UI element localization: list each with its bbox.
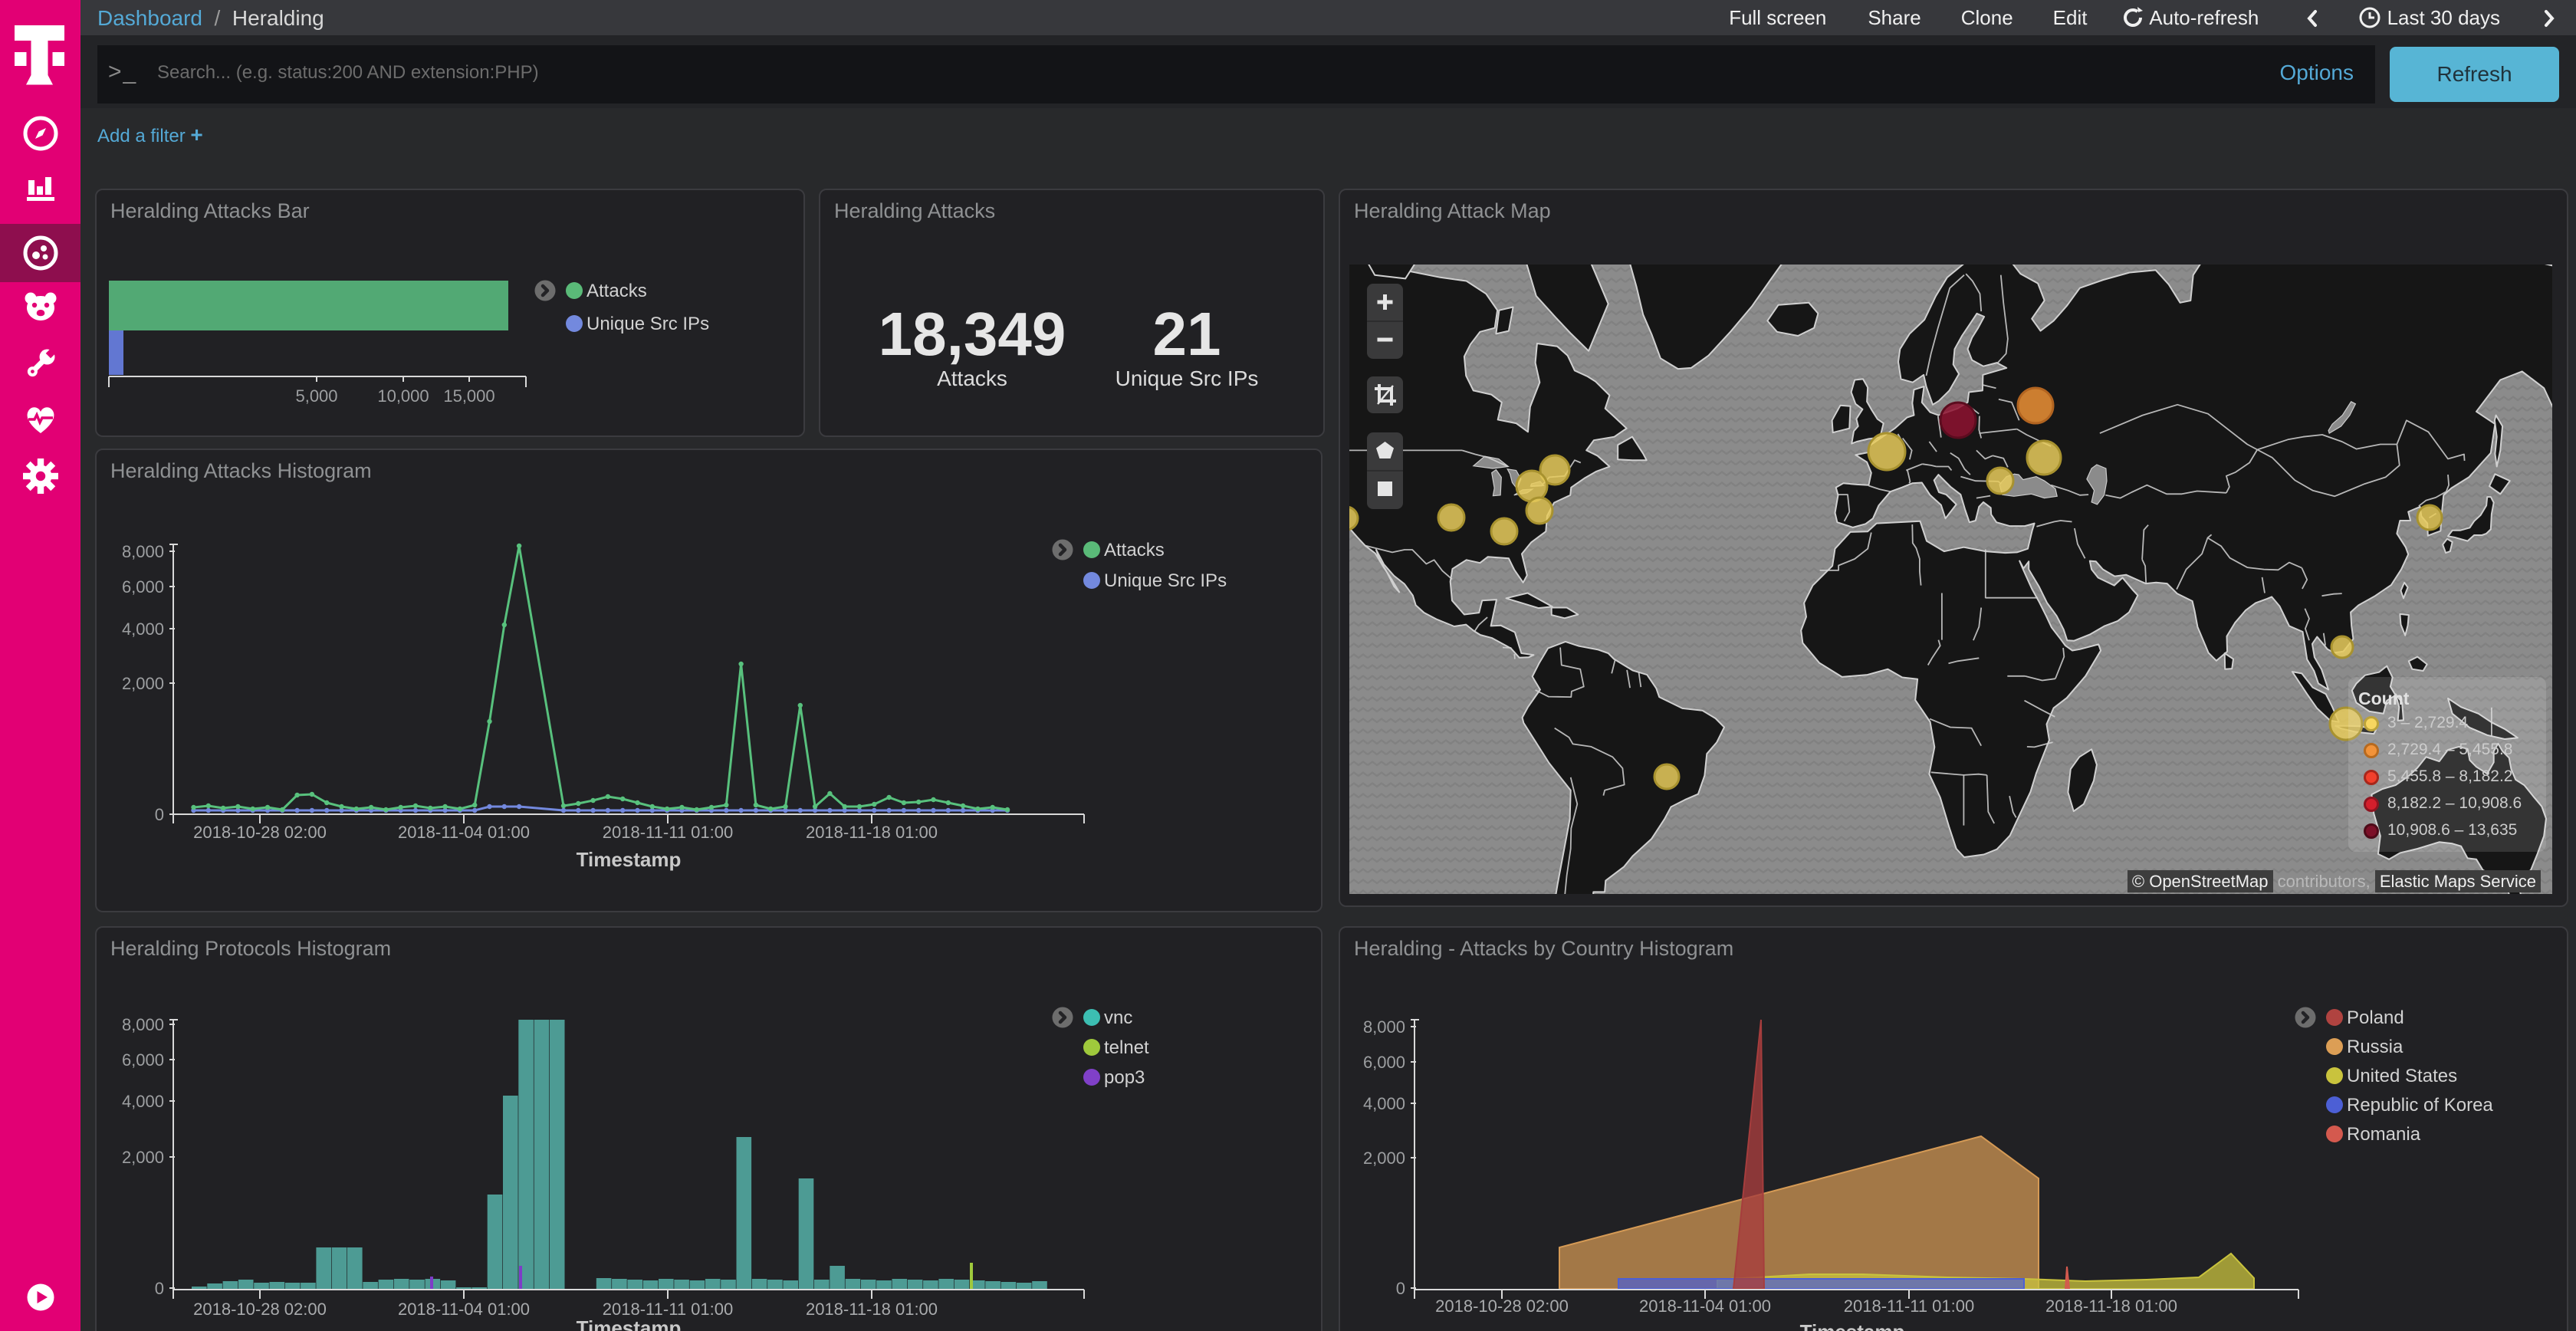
- svg-text:Attacks: Attacks: [586, 281, 647, 301]
- svg-text:2018-11-04 01:00: 2018-11-04 01:00: [398, 823, 530, 842]
- svg-text:Timestamp: Timestamp: [577, 848, 682, 871]
- svg-text:2018-11-18 01:00: 2018-11-18 01:00: [2045, 1296, 2177, 1316]
- svg-text:Timestamp: Timestamp: [1800, 1320, 1905, 1331]
- svg-text:6,000: 6,000: [1363, 1053, 1405, 1072]
- svg-text:2018-10-28 02:00: 2018-10-28 02:00: [193, 1300, 327, 1319]
- svg-text:4,000: 4,000: [1363, 1094, 1405, 1113]
- svg-text:Timestamp: Timestamp: [577, 1316, 682, 1331]
- svg-text:2018-11-11 01:00: 2018-11-11 01:00: [603, 1300, 733, 1319]
- svg-text:2018-11-18 01:00: 2018-11-18 01:00: [806, 1300, 938, 1319]
- svg-text:4,000: 4,000: [122, 1092, 164, 1111]
- svg-text:10,000: 10,000: [377, 386, 429, 406]
- svg-text:0: 0: [155, 1279, 164, 1298]
- svg-text:pop3: pop3: [1104, 1067, 1145, 1088]
- svg-text:4,000: 4,000: [122, 619, 164, 639]
- svg-text:United States: United States: [2347, 1066, 2457, 1086]
- svg-text:2018-11-18 01:00: 2018-11-18 01:00: [806, 823, 938, 842]
- svg-text:0: 0: [155, 805, 164, 824]
- svg-text:Attacks: Attacks: [1104, 540, 1165, 560]
- svg-text:15,000: 15,000: [443, 386, 495, 406]
- svg-text:2018-10-28 02:00: 2018-10-28 02:00: [193, 823, 327, 842]
- svg-text:5,000: 5,000: [295, 386, 337, 406]
- svg-text:vnc: vnc: [1104, 1007, 1132, 1028]
- svg-text:2018-11-11 01:00: 2018-11-11 01:00: [603, 823, 733, 842]
- svg-text:2,000: 2,000: [1363, 1149, 1405, 1168]
- svg-text:8,000: 8,000: [122, 1015, 164, 1034]
- svg-text:8,000: 8,000: [1363, 1017, 1405, 1037]
- svg-text:6,000: 6,000: [122, 577, 164, 596]
- svg-text:2018-10-28 02:00: 2018-10-28 02:00: [1435, 1296, 1569, 1316]
- svg-text:2018-11-04 01:00: 2018-11-04 01:00: [1639, 1296, 1771, 1316]
- svg-text:2018-11-04 01:00: 2018-11-04 01:00: [398, 1300, 530, 1319]
- svg-text:Unique Src IPs: Unique Src IPs: [1104, 570, 1227, 591]
- svg-text:2,000: 2,000: [122, 1148, 164, 1167]
- svg-text:0: 0: [1396, 1279, 1405, 1298]
- svg-text:2018-11-11 01:00: 2018-11-11 01:00: [1844, 1296, 1974, 1316]
- svg-text:Poland: Poland: [2347, 1007, 2404, 1028]
- svg-text:Republic of Korea: Republic of Korea: [2347, 1095, 2493, 1116]
- svg-text:6,000: 6,000: [122, 1050, 164, 1070]
- svg-text:Unique Src IPs: Unique Src IPs: [586, 314, 709, 334]
- svg-text:Russia: Russia: [2347, 1037, 2404, 1057]
- svg-text:Romania: Romania: [2347, 1124, 2421, 1145]
- svg-text:2,000: 2,000: [122, 674, 164, 693]
- svg-text:8,000: 8,000: [122, 542, 164, 561]
- svg-text:telnet: telnet: [1104, 1037, 1149, 1058]
